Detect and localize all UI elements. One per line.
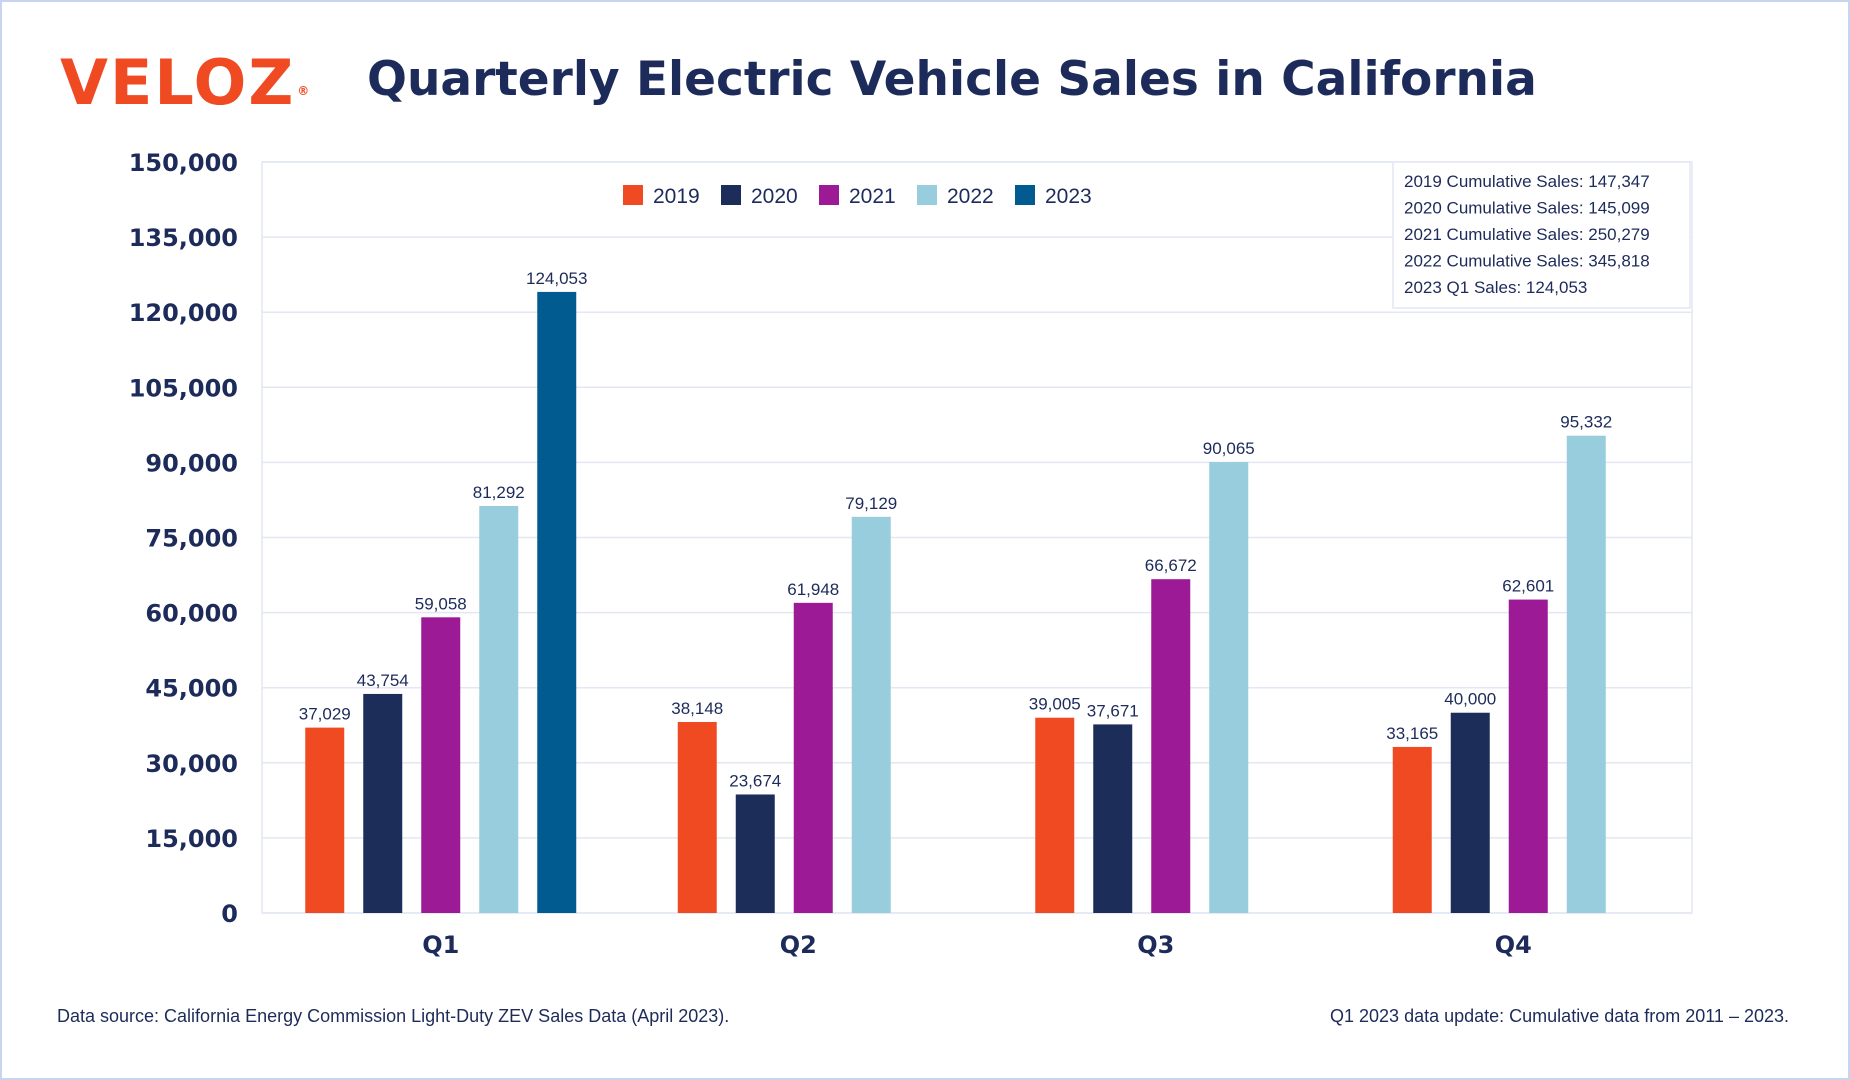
- data-label: 37,671: [1087, 701, 1139, 720]
- data-label: 40,000: [1444, 690, 1496, 709]
- bar-2021-q2: [793, 602, 833, 913]
- bar-2021-q4: [1508, 599, 1548, 913]
- veloz-logo: VELOZ ®: [60, 48, 311, 118]
- y-tick-label: 60,000: [145, 600, 238, 628]
- legend-swatch-2020: [721, 185, 741, 205]
- data-label: 90,065: [1203, 439, 1255, 458]
- bar-2019-q2: [677, 722, 717, 913]
- data-label: 37,029: [299, 705, 351, 724]
- x-tick-label: Q1: [422, 931, 459, 959]
- cumulative-sales-line: 2023 Q1 Sales: 124,053: [1404, 278, 1587, 297]
- legend-label-2019: 2019: [653, 185, 700, 208]
- legend-label-2022: 2022: [947, 185, 994, 208]
- bar-2019-q1: [305, 727, 345, 913]
- cumulative-sales-line: 2020 Cumulative Sales: 145,099: [1404, 199, 1650, 218]
- data-label: 59,058: [415, 594, 467, 613]
- legend-swatch-2021: [819, 185, 839, 205]
- data-label: 38,148: [671, 699, 723, 718]
- chart-title: Quarterly Electric Vehicle Sales in Cali…: [367, 52, 1537, 107]
- legend-label-2020: 2020: [751, 185, 798, 208]
- bar-2021-q1: [421, 617, 461, 913]
- bar-2022-q4: [1566, 435, 1606, 913]
- data-label: 61,948: [787, 580, 839, 599]
- y-tick-label: 150,000: [129, 149, 238, 177]
- bar-2020-q3: [1093, 724, 1133, 913]
- bar-2019-q3: [1035, 717, 1075, 913]
- bar-2019-q4: [1392, 746, 1432, 913]
- data-source-note: Data source: California Energy Commissio…: [57, 1006, 730, 1026]
- legend-swatch-2019: [623, 185, 643, 205]
- bar-2023-q1: [537, 291, 577, 914]
- cumulative-sales-line: 2022 Cumulative Sales: 345,818: [1404, 252, 1650, 271]
- registered-mark: ®: [297, 84, 312, 98]
- y-tick-label: 105,000: [129, 374, 238, 402]
- data-update-note: Q1 2023 data update: Cumulative data fro…: [1330, 1006, 1789, 1026]
- cumulative-sales-box: [1392, 161, 1691, 309]
- cumulative-sales-line: 2021 Cumulative Sales: 250,279: [1404, 225, 1650, 244]
- data-label: 95,332: [1560, 413, 1612, 432]
- bar-2022-q2: [851, 516, 891, 913]
- legend-label-2023: 2023: [1045, 185, 1092, 208]
- y-tick-label: 135,000: [129, 224, 238, 252]
- data-label: 39,005: [1029, 695, 1081, 714]
- bar-2020-q2: [735, 794, 775, 913]
- x-tick-label: Q2: [780, 931, 817, 959]
- y-tick-label: 45,000: [145, 675, 238, 703]
- data-label: 62,601: [1502, 577, 1554, 596]
- data-label: 79,129: [845, 494, 897, 513]
- data-label: 124,053: [526, 269, 587, 288]
- legend-swatch-2023: [1015, 185, 1035, 205]
- data-label: 23,674: [729, 771, 781, 790]
- bar-2022-q3: [1209, 462, 1249, 913]
- bar-2020-q1: [363, 693, 403, 913]
- bar-2021-q3: [1151, 579, 1191, 913]
- data-label: 66,672: [1145, 556, 1197, 575]
- data-label: 43,754: [357, 671, 409, 690]
- legend-swatch-2022: [917, 185, 937, 205]
- y-tick-label: 15,000: [145, 825, 238, 853]
- bar-2022-q1: [479, 505, 519, 913]
- x-tick-label: Q4: [1495, 931, 1532, 959]
- y-tick-label: 90,000: [145, 449, 238, 477]
- y-tick-label: 0: [221, 900, 238, 928]
- data-label: 81,292: [473, 483, 525, 502]
- bar-2020-q4: [1450, 712, 1490, 913]
- logo-text: VELOZ: [60, 46, 296, 119]
- legend-label-2021: 2021: [849, 185, 896, 208]
- y-tick-label: 75,000: [145, 525, 238, 553]
- data-label: 33,165: [1386, 724, 1438, 743]
- x-tick-label: Q3: [1137, 931, 1174, 959]
- y-tick-label: 30,000: [145, 750, 238, 778]
- y-tick-label: 120,000: [129, 299, 238, 327]
- cumulative-sales-line: 2019 Cumulative Sales: 147,347: [1404, 172, 1650, 191]
